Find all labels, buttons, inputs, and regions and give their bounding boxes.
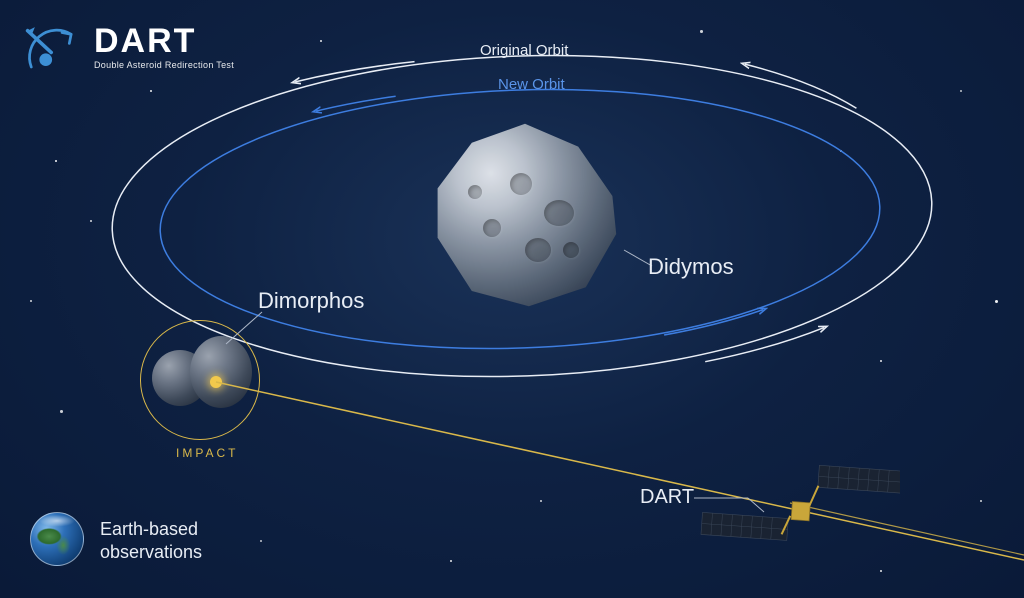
impact-label: IMPACT [176, 446, 238, 460]
earth-label-line2: observations [100, 542, 202, 562]
earth-label-line1: Earth-based [100, 519, 198, 539]
logo-subtitle: Double Asteroid Redirection Test [94, 60, 234, 70]
dimorphos-asteroid [152, 336, 248, 422]
earth-icon [30, 512, 84, 566]
impact-point [210, 376, 222, 388]
dart-spacecraft-label: DART [640, 486, 694, 509]
logo-title: DART [94, 24, 234, 58]
new-orbit-label: New Orbit [498, 76, 565, 93]
dimorphos-label: Dimorphos [258, 288, 364, 314]
original-orbit-label: Original Orbit [480, 42, 568, 59]
dart-logo: DART Double Asteroid Redirection Test [24, 18, 234, 76]
dart-logo-icon [24, 18, 82, 76]
dart-spacecraft [700, 440, 900, 580]
didymos-label: Didymos [648, 254, 734, 280]
didymos-asteroid [430, 120, 620, 310]
earth-observations-label: Earth-based observations [100, 518, 202, 565]
